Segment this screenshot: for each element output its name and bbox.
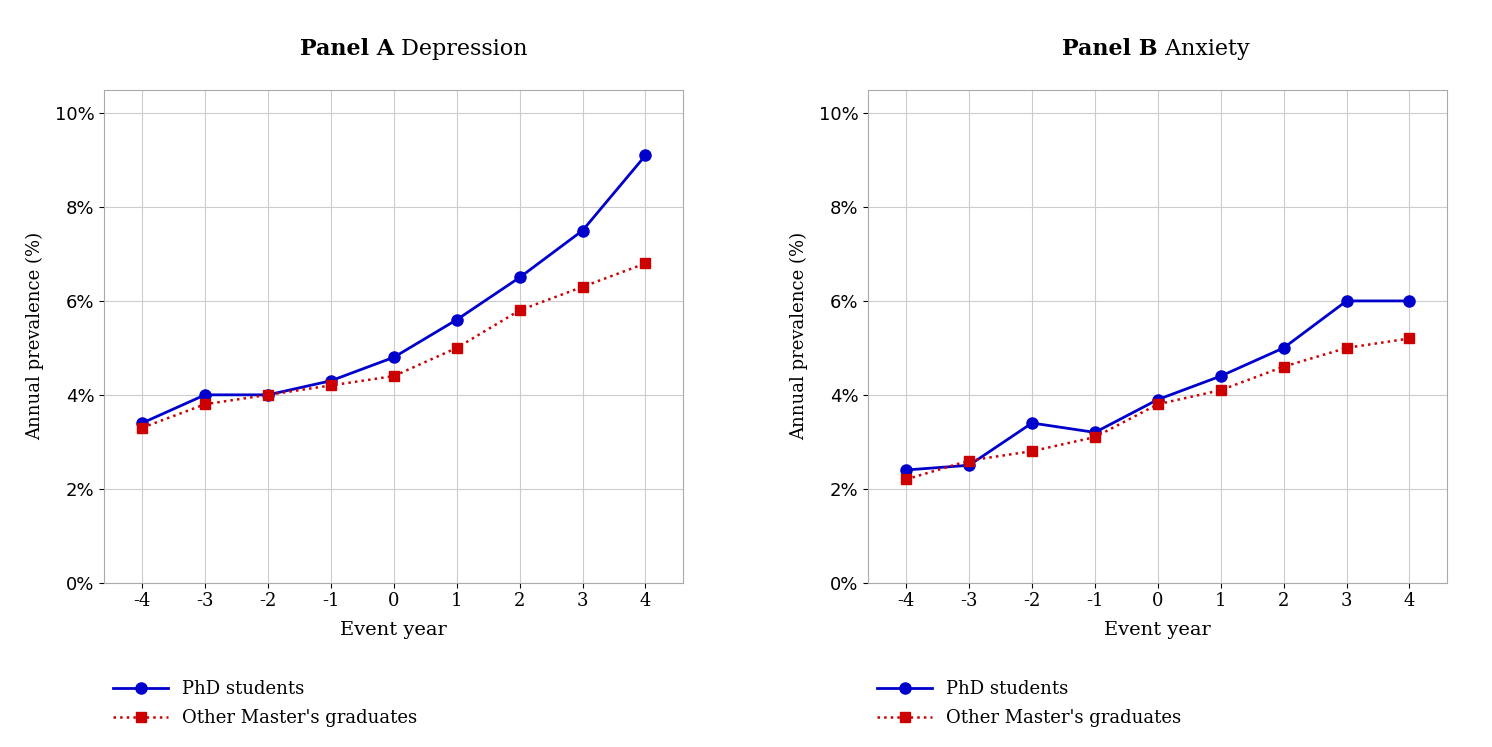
- Legend: PhD students, Other Master's graduates: PhD students, Other Master's graduates: [877, 681, 1182, 728]
- Text: Panel A: Panel A: [300, 38, 394, 60]
- Y-axis label: Annual prevalence (%): Annual prevalence (%): [789, 232, 807, 440]
- Y-axis label: Annual prevalence (%): Annual prevalence (%): [25, 232, 43, 440]
- X-axis label: Event year: Event year: [1104, 622, 1212, 639]
- Text: Depression: Depression: [394, 38, 527, 60]
- Legend: PhD students, Other Master's graduates: PhD students, Other Master's graduates: [113, 681, 418, 728]
- Text: Anxiety: Anxiety: [1158, 38, 1250, 60]
- Text: Panel B: Panel B: [1062, 38, 1158, 60]
- X-axis label: Event year: Event year: [340, 622, 448, 639]
